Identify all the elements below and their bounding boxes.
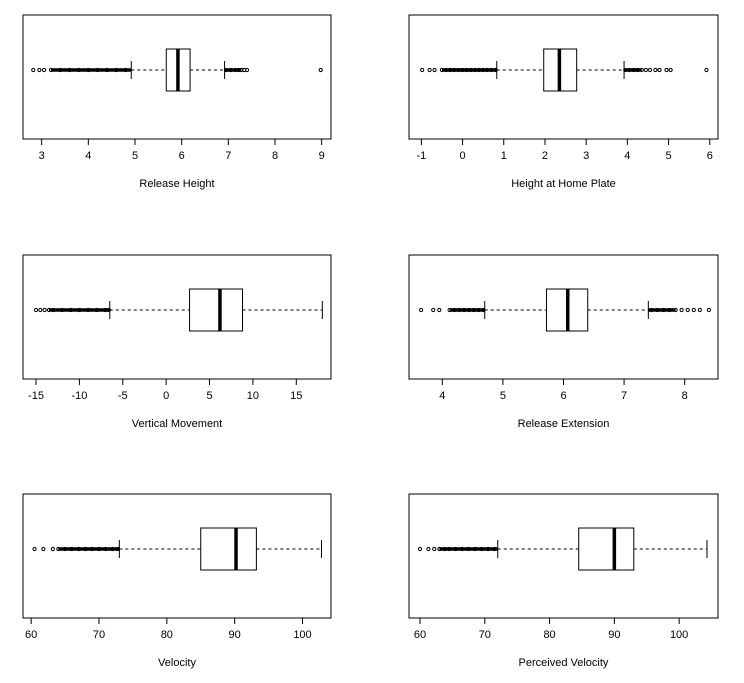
outlier-point — [31, 67, 36, 73]
outlier-point — [33, 307, 39, 313]
outlier-point — [427, 67, 432, 73]
boxplot-panel: 60 70 80 90 100 Perceived Velocity — [408, 493, 719, 669]
outlier-point — [42, 307, 47, 313]
outlier-point — [38, 307, 43, 313]
iqr-box — [200, 527, 257, 571]
x-tick-label: 6 — [560, 390, 566, 402]
plot-frame — [22, 254, 332, 380]
outlier-point — [679, 307, 684, 313]
x-tick-label: 15 — [290, 390, 302, 402]
outlier-point — [697, 307, 702, 313]
boxplot-panel: -1 0 1 2 3 4 5 6 Height at Home Plate — [408, 14, 719, 190]
outlier-point — [685, 307, 690, 313]
iqr-box — [578, 527, 635, 571]
outlier-point — [691, 307, 696, 313]
x-tick-label: 4 — [624, 150, 630, 162]
x-tick-label: 90 — [229, 629, 241, 641]
boxplot-panel: 3 4 5 6 7 8 9 Release Height — [22, 14, 332, 190]
x-tick-label: 70 — [93, 629, 105, 641]
x-tick-label: 4 — [439, 390, 445, 402]
outlier-point — [318, 67, 323, 73]
x-tick-label: 5 — [665, 150, 671, 162]
plot-frame — [22, 493, 332, 619]
x-tick-label: 5 — [500, 390, 506, 402]
outlier-point — [664, 67, 669, 73]
x-tick-label: -5 — [118, 390, 128, 402]
x-tick-label: 3 — [39, 150, 45, 162]
x-tick-label: 100 — [293, 629, 311, 641]
x-tick-label: 7 — [225, 150, 231, 162]
outlier-point — [431, 307, 436, 313]
boxplot-panel: -15 -10 -5 0 5 10 15 Vertical Movement — [22, 254, 332, 430]
x-tick-label: 5 — [132, 150, 138, 162]
x-tick-label: 8 — [682, 390, 688, 402]
x-axis-title: Release Extension — [518, 418, 610, 430]
x-tick-label: 6 — [707, 150, 713, 162]
x-tick-label: 7 — [621, 390, 627, 402]
outlier-point — [704, 67, 709, 73]
outlier-point — [417, 546, 423, 552]
x-tick-label: 0 — [459, 150, 465, 162]
outlier-point — [643, 67, 649, 73]
x-tick-label: 5 — [206, 390, 212, 402]
outlier-point — [50, 546, 55, 552]
x-tick-label: 8 — [272, 150, 278, 162]
outlier-point — [432, 67, 437, 73]
outlier-point — [41, 546, 46, 552]
x-tick-label: -1 — [416, 150, 426, 162]
x-tick-label: 4 — [85, 150, 91, 162]
x-tick-label: 6 — [179, 150, 185, 162]
x-axis-title: Velocity — [158, 657, 196, 669]
x-tick-label: 10 — [247, 390, 259, 402]
outlier-point — [653, 67, 658, 73]
outlier-point — [32, 546, 37, 552]
x-tick-label: 90 — [608, 629, 620, 641]
outlier-point — [706, 307, 712, 313]
x-tick-label: 60 — [25, 629, 37, 641]
x-tick-label: 2 — [542, 150, 548, 162]
outlier-point — [419, 307, 424, 313]
outlier-point — [432, 546, 437, 552]
outlier-point — [647, 67, 653, 73]
x-tick-label: -15 — [28, 390, 44, 402]
x-tick-label: 3 — [583, 150, 589, 162]
x-tick-label: 80 — [161, 629, 173, 641]
x-axis-title: Release Height — [139, 178, 214, 190]
outlier-point — [37, 67, 42, 73]
boxplot-panel: 4 5 6 7 8 Release Extension — [408, 254, 719, 430]
outlier-point — [41, 67, 47, 73]
plot-frame — [408, 14, 719, 140]
outlier-point — [657, 67, 662, 73]
x-tick-label: 60 — [414, 629, 426, 641]
outlier-point — [437, 307, 442, 313]
plot-frame — [408, 493, 719, 619]
plot-frame — [22, 14, 332, 140]
x-tick-label: 80 — [543, 629, 555, 641]
x-tick-label: 70 — [479, 629, 491, 641]
boxplot-panel: 60 70 80 90 100 Velocity — [22, 493, 332, 669]
x-axis-title: Height at Home Plate — [511, 178, 616, 190]
outlier-point — [668, 67, 673, 73]
x-axis-title: Perceived Velocity — [519, 657, 609, 669]
x-axis-title: Vertical Movement — [132, 418, 222, 430]
outlier-point — [420, 67, 425, 73]
x-tick-label: -10 — [71, 390, 87, 402]
x-tick-label: 100 — [670, 629, 688, 641]
outlier-point — [426, 546, 431, 552]
outlier-point — [244, 67, 250, 73]
x-tick-label: 1 — [501, 150, 507, 162]
iqr-box — [189, 288, 244, 332]
x-tick-label: 9 — [319, 150, 325, 162]
x-tick-label: 0 — [163, 390, 169, 402]
